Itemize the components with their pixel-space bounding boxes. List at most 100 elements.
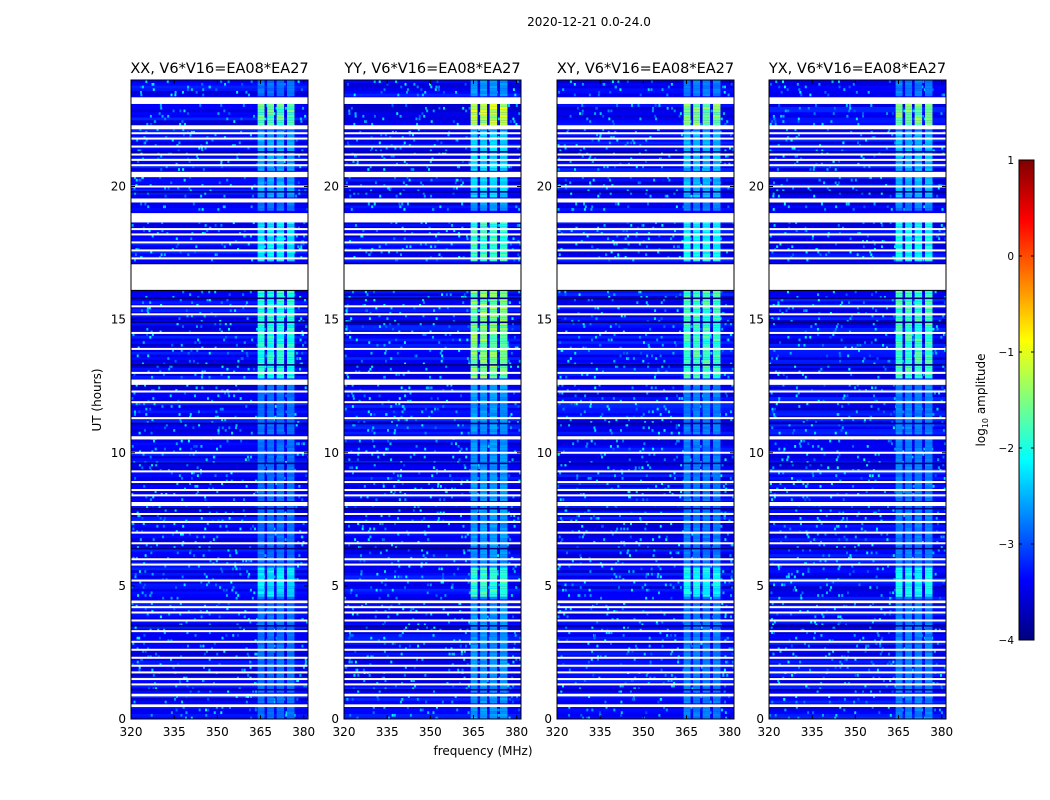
heatmap-speckle [201,231,204,235]
heatmap-row [344,367,521,371]
heatmap-row [344,133,521,137]
flagged-row [344,664,521,667]
heatmap-speckle [446,681,449,685]
heatmap-speckle [229,303,232,307]
heatmap-speckle [457,668,460,672]
heatmap-speckle [141,657,144,661]
rfi-cell [499,322,508,326]
rfi-cell [480,149,488,153]
rfi-cell [257,167,265,171]
heatmap-speckle [724,711,727,714]
heatmap-speckle [212,460,215,464]
flagged-row [131,145,308,148]
flagged-row [131,371,308,374]
heatmap-speckle [219,319,222,323]
heatmap-speckle [135,183,138,187]
heatmap-speckle [138,463,141,467]
rfi-cell [702,684,711,688]
rfi-cell [480,410,488,414]
heatmap-row [344,620,521,624]
heatmap-row [131,450,308,454]
heatmap-speckle [510,426,513,430]
heatmap-speckle [398,498,401,501]
rfi-cell [267,492,275,496]
heatmap-speckle [496,569,499,573]
heatmap-row [344,537,521,541]
rfi-cell [489,471,498,475]
rfi-cell [286,527,295,531]
heatmap-speckle [298,553,301,557]
heatmap-speckle [633,697,636,701]
rfi-cell [470,127,478,131]
heatmap-row [344,556,521,560]
heatmap-speckle [181,476,184,480]
rfi-cell [276,482,285,485]
heatmap-speckle [152,673,155,677]
heatmap-speckle [428,226,431,230]
heatmap-speckle [297,226,300,230]
heatmap-speckle [438,567,441,571]
heatmap-speckle [440,580,443,584]
heatmap-speckle [432,633,435,637]
heatmap-row [344,660,521,664]
rfi-cell [712,713,721,717]
rfi-cell [470,639,478,643]
heatmap-speckle [198,423,201,427]
heatmap-speckle [295,138,298,142]
rfi-cell [257,556,265,560]
heatmap-row [344,388,521,392]
heatmap-speckle [300,362,303,366]
heatmap-speckle [212,487,215,491]
heatmap-speckle [172,127,175,131]
heatmap-speckle [510,513,513,517]
rfi-cell [286,418,295,422]
rfi-cell [276,202,285,206]
heatmap-speckle [438,151,441,155]
rfi-cell [286,559,295,563]
heatmap-speckle [360,183,363,187]
heatmap-speckle [298,484,301,488]
rfi-cell [276,535,285,539]
heatmap-speckle [197,338,200,342]
heatmap-speckle [486,615,489,619]
rfi-cell [257,490,265,493]
heatmap-speckle [162,572,165,576]
heatmap-speckle [221,418,224,422]
dark-row [344,151,521,153]
heatmap-speckle [132,556,135,560]
rfi-cell [489,660,498,664]
heatmap-speckle [356,458,359,462]
rfi-cell [470,513,478,517]
rfi-cell [499,119,508,123]
rfi-cell [470,402,478,406]
heatmap-speckle [283,431,286,435]
rfi-cell [276,466,285,470]
heatmap-speckle [435,439,438,443]
rfi-cell [276,402,285,406]
rfi-cell [286,311,295,315]
rfi-cell [499,167,508,171]
heatmap-speckle [250,559,253,563]
heatmap-row [131,657,308,661]
rfi-cell [470,556,478,560]
heatmap-speckle [422,332,425,336]
heatmap-speckle [137,513,140,517]
heatmap-speckle [429,159,432,163]
flagged-row [344,611,521,614]
heatmap-speckle [456,122,459,126]
rfi-cell [470,623,478,627]
rfi-cell [257,239,265,243]
rfi-cell [480,191,488,195]
heatmap-row [344,111,521,115]
rfi-cell [267,687,275,691]
rfi-cell [257,561,265,565]
heatmap-row [344,255,521,259]
heatmap-speckle [381,604,384,608]
heatmap-speckle [242,293,245,296]
heatmap-speckle [136,660,139,664]
rfi-cell [276,316,285,320]
heatmap-speckle [147,370,150,374]
rfi-cell [276,548,285,552]
heatmap-speckle [184,716,187,719]
heatmap-speckle [239,428,242,432]
